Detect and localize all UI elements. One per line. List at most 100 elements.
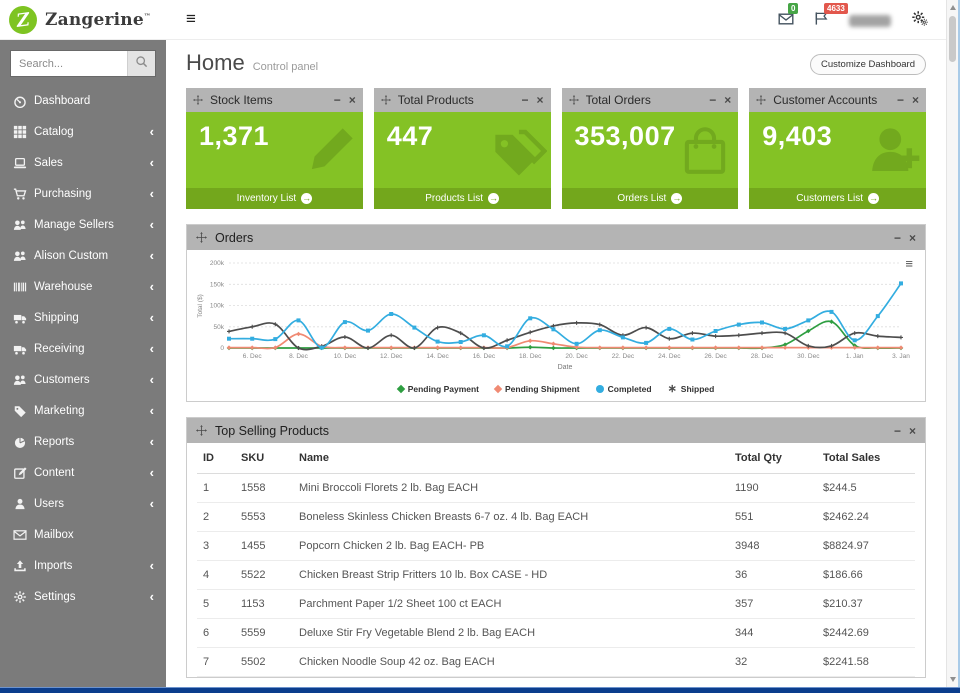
minimize-button[interactable]: − [333, 93, 341, 107]
gear-icon [13, 590, 34, 604]
table-cell: 2 [197, 502, 235, 532]
legend-item-shipped[interactable]: ∗ Shipped [667, 382, 715, 395]
table-cell: 6 [197, 618, 235, 648]
sidebar-item-mailbox[interactable]: Mailbox [0, 519, 166, 550]
table-row[interactable]: 6 5559 Deluxe Stir Fry Vegetable Blend 2 l… [197, 618, 915, 648]
table-row[interactable]: 4 5522 Chicken Breast Strip Fritters 10 lb… [197, 560, 915, 590]
search-button[interactable] [127, 51, 155, 76]
svg-text:3. Jan: 3. Jan [892, 353, 910, 360]
tag-icon [13, 404, 34, 418]
move-icon[interactable] [380, 95, 391, 105]
sidebar-item-label: Customers [34, 373, 90, 386]
products-panel-title: Top Selling Products [215, 423, 329, 438]
close-button[interactable]: × [724, 93, 732, 107]
scrollbar-thumb[interactable] [949, 16, 956, 62]
svg-text:26. Dec: 26. Dec [704, 353, 727, 360]
legend-item-pending-payment[interactable]: Pending Payment [396, 384, 479, 394]
table-cell: 7 [197, 647, 235, 677]
svg-text:10. Dec: 10. Dec [334, 353, 357, 360]
widget-total-products: Total Products − × 447 Products List → [373, 88, 551, 209]
sidebar-item-receiving[interactable]: Receiving ‹ [0, 333, 166, 364]
close-button[interactable]: × [911, 93, 919, 107]
minimize-button[interactable]: − [893, 230, 901, 245]
svg-text:14. Dec: 14. Dec [426, 353, 449, 360]
sidebar-item-catalog[interactable]: Catalog ‹ [0, 116, 166, 147]
table-row[interactable]: 5 1153 Parchment Paper 1/2 Sheet 100 ct EA… [197, 589, 915, 619]
sidebar-item-sales[interactable]: Sales ‹ [0, 147, 166, 178]
table-row[interactable]: 1 1558 Mini Broccoli Florets 2 lb. Bag EAC… [197, 473, 915, 503]
table-row[interactable]: 2 5553 Boneless Skinless Chicken Breasts 6… [197, 502, 915, 532]
sidebar-item-settings[interactable]: Settings ‹ [0, 581, 166, 612]
sidebar-item-warehouse[interactable]: Warehouse ‹ [0, 271, 166, 302]
barcode-icon [13, 280, 34, 294]
widget-stock-items: Stock Items − × 1,371 Inventory List → [186, 88, 363, 209]
scroll-down-arrow[interactable] [950, 677, 956, 682]
sidebar-item-marketing[interactable]: Marketing ‹ [0, 395, 166, 426]
table-cell: $244.5 [817, 473, 915, 503]
page-scrollbar[interactable] [946, 0, 958, 687]
circle-marker-icon [595, 385, 604, 393]
search-input[interactable] [11, 51, 127, 76]
table-cell: Chicken Noodle Soup 42 oz. Bag EACH [293, 647, 729, 677]
users-icon [13, 218, 34, 232]
notifications-button[interactable]: 4633 [814, 3, 848, 31]
move-icon[interactable] [568, 95, 579, 105]
table-row[interactable]: 3 1455 Popcorn Chicken 2 lb. Bag EACH- PB 3… [197, 531, 915, 561]
sidebar-item-alison-custom[interactable]: Alison Custom ‹ [0, 240, 166, 271]
widget-link[interactable]: Products List → [373, 188, 551, 209]
scroll-up-arrow[interactable] [950, 5, 956, 10]
sidebar-item-imports[interactable]: Imports ‹ [0, 550, 166, 581]
widget-link[interactable]: Customers List → [749, 188, 926, 209]
stat-widgets-row: Stock Items − × 1,371 Inventory List → Total P… [186, 88, 926, 209]
svg-text:6. Dec: 6. Dec [243, 353, 263, 360]
widget-value: 9,403 [762, 121, 833, 151]
svg-text:50k: 50k [214, 324, 225, 331]
table-cell: 36 [729, 560, 817, 590]
sidebar-item-reports[interactable]: Reports ‹ [0, 426, 166, 457]
brand[interactable]: Z Zangerine™ [7, 4, 151, 36]
minimize-button[interactable]: − [893, 423, 901, 438]
legend-item-pending-shipment[interactable]: Pending Shipment [493, 384, 580, 394]
sidebar-item-users[interactable]: Users ‹ [0, 488, 166, 519]
chevron-left-icon: ‹ [149, 557, 154, 573]
arrow-right-icon: → [867, 193, 879, 204]
user-menu[interactable] [849, 15, 891, 27]
mail-button[interactable]: 0 [778, 2, 799, 32]
chart-context-menu-icon[interactable]: ≡ [905, 256, 913, 271]
close-button[interactable]: × [908, 230, 916, 245]
move-icon[interactable] [193, 95, 203, 105]
sidebar-item-shipping[interactable]: Shipping ‹ [0, 302, 166, 333]
close-button[interactable]: × [536, 93, 544, 107]
sidebar-item-purchasing[interactable]: Purchasing ‹ [0, 178, 166, 209]
customize-dashboard-button[interactable]: Customize Dashboard [810, 54, 926, 75]
sidebar-item-content[interactable]: Content ‹ [0, 457, 166, 488]
legend-item-completed[interactable]: Completed [595, 384, 652, 394]
minimize-button[interactable]: − [896, 93, 904, 107]
table-cell: 3948 [729, 531, 817, 561]
widget-title: Total Products [397, 93, 474, 107]
widget-link[interactable]: Orders List → [561, 188, 739, 209]
sidebar-toggle-icon[interactable]: ≡ [186, 9, 196, 28]
svg-text:Total ($): Total ($) [197, 294, 204, 317]
minimize-button[interactable]: − [709, 93, 717, 107]
sidebar-item-manage-sellers[interactable]: Manage Sellers ‹ [0, 209, 166, 240]
settings-gears-icon[interactable] [911, 10, 928, 32]
close-button[interactable]: × [348, 93, 356, 107]
sidebar: DashboardCatalog‹Sales‹Purchasing‹Manage… [0, 40, 166, 687]
search-icon [135, 55, 148, 73]
move-icon[interactable] [196, 232, 207, 243]
minimize-button[interactable]: − [521, 93, 529, 107]
table-cell: 5502 [235, 647, 293, 677]
move-icon[interactable] [756, 95, 767, 105]
sidebar-item-label: Receiving [34, 342, 85, 355]
move-icon[interactable] [196, 425, 207, 436]
table-cell: $2442.69 [817, 618, 915, 648]
sidebar-item-dashboard[interactable]: Dashboard [0, 85, 166, 116]
table-row[interactable]: 7 5502 Chicken Noodle Soup 42 oz. Bag EACH… [197, 647, 915, 677]
svg-text:200k: 200k [210, 260, 225, 267]
widget-link[interactable]: Inventory List → [186, 188, 363, 209]
sidebar-item-customers[interactable]: Customers ‹ [0, 364, 166, 395]
close-button[interactable]: × [908, 423, 916, 438]
chevron-left-icon: ‹ [149, 216, 154, 232]
